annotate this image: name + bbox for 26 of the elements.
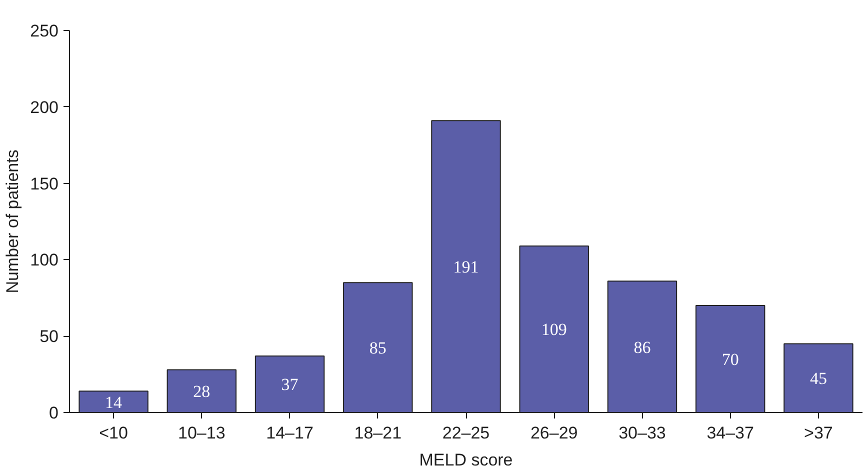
x-tick-label: <10 bbox=[99, 424, 128, 442]
x-tick-label: 30–33 bbox=[618, 424, 666, 442]
x-tick-label: 18–21 bbox=[354, 424, 402, 442]
y-tick-label: 250 bbox=[30, 22, 59, 40]
y-tick-label: 0 bbox=[49, 404, 59, 422]
data-label: 28 bbox=[193, 382, 210, 402]
x-tick-label: >37 bbox=[804, 424, 833, 442]
data-label: 37 bbox=[281, 375, 299, 394]
y-tick-label: 100 bbox=[30, 250, 59, 270]
data-label: 109 bbox=[541, 320, 567, 340]
x-tick-label: 10–13 bbox=[178, 424, 226, 442]
x-tick-label: 22–25 bbox=[442, 424, 490, 442]
data-label: 45 bbox=[810, 369, 827, 388]
y-axis-title: Number of patients bbox=[3, 150, 22, 294]
y-tick-label: 150 bbox=[30, 174, 59, 194]
x-axis-title: MELD score bbox=[419, 450, 513, 470]
data-label: 14 bbox=[105, 392, 123, 412]
x-tick-label: 26–29 bbox=[530, 424, 578, 442]
data-label: 70 bbox=[722, 350, 739, 370]
data-label: 85 bbox=[369, 338, 386, 358]
y-tick-label: 200 bbox=[30, 98, 59, 117]
data-label: 86 bbox=[634, 338, 651, 357]
x-tick-label: 34–37 bbox=[706, 424, 754, 442]
x-tick-label: 14–17 bbox=[266, 424, 314, 442]
y-tick-label: 50 bbox=[40, 327, 59, 346]
data-label: 191 bbox=[453, 258, 479, 277]
